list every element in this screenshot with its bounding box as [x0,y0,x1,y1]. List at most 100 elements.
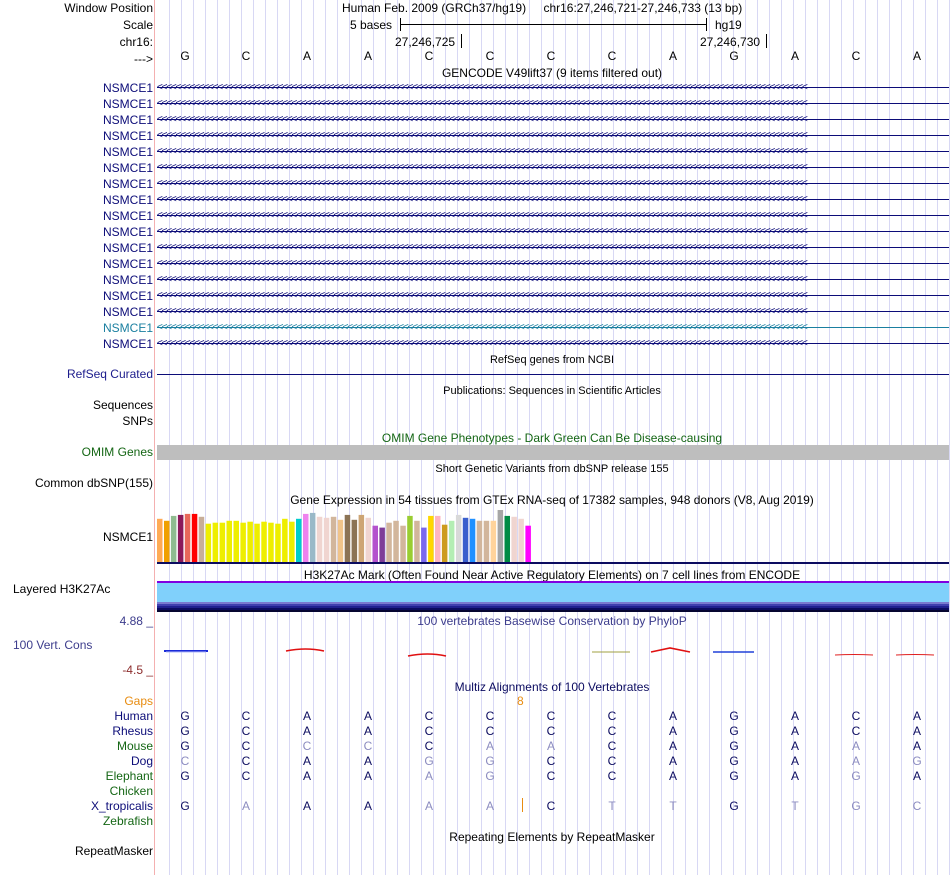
gtex-bar[interactable] [261,521,267,562]
gencode-item-label[interactable]: NSMCE1 [102,225,153,239]
h3k27ac-label[interactable]: Layered H3K27Ac [13,582,111,596]
gtex-bar[interactable] [400,525,406,562]
gtex-bar[interactable] [372,525,379,562]
gencode-transcript[interactable]: <<<<<<<<<<<<<<<<<<<<<<<<<<<<<<<<<<<<<<<<… [157,98,949,110]
gencode-item-label[interactable]: NSMCE1 [102,337,153,351]
gencode-item-label[interactable]: NSMCE1 [102,113,153,127]
gtex-bar[interactable] [428,515,434,562]
publications-title[interactable]: Publications: Sequences in Scientific Ar… [443,385,661,397]
species-label[interactable]: Dog [130,754,153,768]
gtex-bar[interactable] [240,522,246,562]
gencode-transcript[interactable]: <<<<<<<<<<<<<<<<<<<<<<<<<<<<<<<<<<<<<<<<… [157,258,949,270]
gencode-item-label[interactable]: NSMCE1 [102,129,153,143]
gtex-bar[interactable] [365,517,372,562]
gencode-item-label[interactable]: NSMCE1 [102,161,153,175]
repeatmasker-label[interactable]: RepeatMasker [74,844,153,858]
gtex-bar[interactable] [303,513,309,562]
species-label[interactable]: Rhesus [112,724,153,738]
gtex-bar[interactable] [170,515,177,562]
gtex-bar[interactable] [330,516,337,562]
gencode-transcript[interactable]: <<<<<<<<<<<<<<<<<<<<<<<<<<<<<<<<<<<<<<<<… [157,290,949,302]
repeatmasker-title[interactable]: Repeating Elements by RepeatMasker [449,830,655,844]
gencode-transcript[interactable]: <<<<<<<<<<<<<<<<<<<<<<<<<<<<<<<<<<<<<<<<… [157,210,949,222]
gtex-bar[interactable] [219,522,226,562]
gaps-label[interactable]: Gaps [124,694,153,708]
gtex-bar[interactable] [296,518,302,562]
gtex-bar[interactable] [407,515,413,562]
gencode-item-label[interactable]: NSMCE1 [102,145,153,159]
gtex-bar[interactable] [525,525,531,562]
gtex-bar[interactable] [462,517,469,562]
gtex-bar[interactable] [254,523,260,562]
gencode-item-label[interactable]: NSMCE1 [102,321,153,335]
snps-label[interactable]: SNPs [122,414,153,428]
gtex-bar[interactable] [455,514,462,562]
gtex-bar[interactable] [282,518,288,562]
gencode-transcript[interactable]: <<<<<<<<<<<<<<<<<<<<<<<<<<<<<<<<<<<<<<<<… [157,226,949,238]
species-label[interactable]: X_tropicalis [90,799,153,813]
phylop-title[interactable]: 100 vertebrates Basewise Conservation by… [417,614,687,628]
gtex-bar[interactable] [289,521,295,562]
gtex-bar[interactable] [233,520,240,562]
gencode-transcript[interactable]: <<<<<<<<<<<<<<<<<<<<<<<<<<<<<<<<<<<<<<<<… [157,114,949,126]
gencode-item-label[interactable]: NSMCE1 [102,273,153,287]
dbsnp-title[interactable]: Short Genetic Variants from dbSNP releas… [435,463,669,475]
gtex-chart-area[interactable] [156,508,949,562]
omim-gene-bar[interactable] [157,445,949,460]
gtex-bar[interactable] [198,516,205,562]
gtex-bar[interactable] [164,520,170,562]
gencode-transcript[interactable]: <<<<<<<<<<<<<<<<<<<<<<<<<<<<<<<<<<<<<<<<… [157,130,949,142]
gtex-bar[interactable] [309,512,316,562]
gtex-bar[interactable] [191,513,198,562]
gtex-bar[interactable] [490,520,497,562]
gencode-item-label[interactable]: NSMCE1 [102,81,153,95]
gtex-bar[interactable] [435,515,441,562]
gencode-item-label[interactable]: NSMCE1 [102,305,153,319]
gencode-transcript[interactable]: <<<<<<<<<<<<<<<<<<<<<<<<<<<<<<<<<<<<<<<<… [157,338,949,350]
gencode-transcript[interactable]: <<<<<<<<<<<<<<<<<<<<<<<<<<<<<<<<<<<<<<<<… [157,146,949,158]
species-label[interactable]: Zebrafish [102,814,153,828]
gtex-bar[interactable] [205,523,212,562]
gtex-bar[interactable] [441,524,448,562]
dbsnp-label[interactable]: Common dbSNP(155) [34,476,153,490]
gtex-bar[interactable] [247,521,253,562]
h3k27ac-title[interactable]: H3K27Ac Mark (Often Found Near Active Re… [303,568,801,582]
omim-title[interactable]: OMIM Gene Phenotypes - Dark Green Can Be… [381,431,723,445]
gtex-bar[interactable] [469,518,476,562]
gtex-bar[interactable] [177,514,184,562]
gencode-transcript[interactable]: <<<<<<<<<<<<<<<<<<<<<<<<<<<<<<<<<<<<<<<<… [157,162,949,174]
gtex-bar[interactable] [504,515,511,562]
gtex-bar[interactable] [386,522,392,562]
gtex-bar[interactable] [157,518,163,562]
gencode-item-label[interactable]: NSMCE1 [102,209,153,223]
gtex-bar[interactable] [268,522,274,562]
refseq-label[interactable]: RefSeq Curated [66,367,153,381]
gencode-item-label[interactable]: NSMCE1 [102,289,153,303]
gtex-bar[interactable] [316,516,323,562]
refseq-gene-line[interactable] [157,374,949,375]
gencode-item-label[interactable]: NSMCE1 [102,193,153,207]
gencode-item-label[interactable]: NSMCE1 [102,177,153,191]
gtex-bar[interactable] [184,513,191,562]
species-label[interactable]: Mouse [116,739,153,753]
gtex-bar[interactable] [511,516,517,562]
gtex-label[interactable]: NSMCE1 [102,530,153,544]
omim-label[interactable]: OMIM Genes [81,445,153,459]
gencode-item-label[interactable]: NSMCE1 [102,257,153,271]
gencode-transcript[interactable]: <<<<<<<<<<<<<<<<<<<<<<<<<<<<<<<<<<<<<<<<… [157,194,949,206]
gtex-bar[interactable] [212,522,219,562]
gtex-bar[interactable] [393,520,399,562]
gtex-bar[interactable] [226,520,233,562]
gtex-bar[interactable] [358,514,365,562]
gtex-bar[interactable] [476,520,483,562]
gencode-title[interactable]: GENCODE V49lift37 (9 items filtered out) [441,66,663,80]
species-label[interactable]: Chicken [109,784,153,798]
gtex-bar[interactable] [275,523,281,562]
gencode-transcript[interactable]: <<<<<<<<<<<<<<<<<<<<<<<<<<<<<<<<<<<<<<<<… [157,178,949,190]
gtex-bar[interactable] [414,520,420,562]
sequences-label[interactable]: Sequences [92,398,153,412]
species-label[interactable]: Elephant [105,769,153,783]
gencode-transcript[interactable]: <<<<<<<<<<<<<<<<<<<<<<<<<<<<<<<<<<<<<<<<… [157,82,949,94]
gtex-bar[interactable] [448,520,455,562]
gencode-transcript[interactable]: <<<<<<<<<<<<<<<<<<<<<<<<<<<<<<<<<<<<<<<<… [157,242,949,254]
